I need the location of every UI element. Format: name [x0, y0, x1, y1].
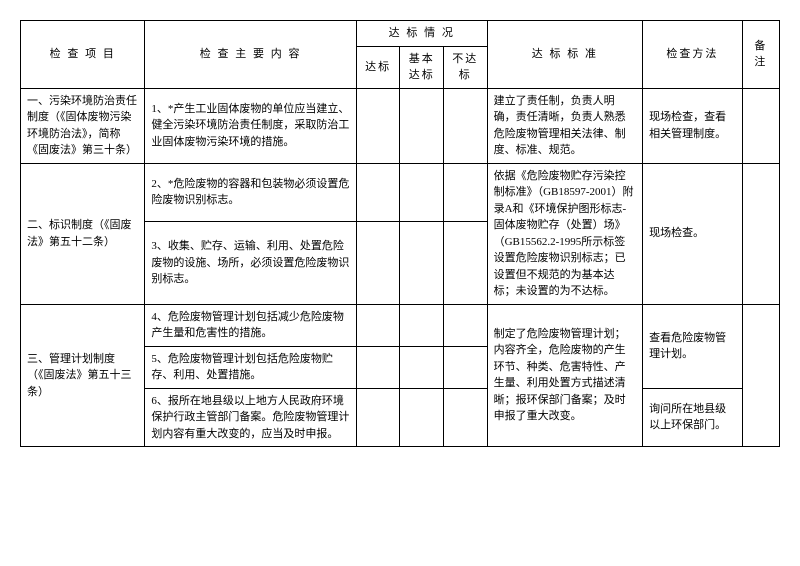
cell-project: 三、管理计划制度（《固废法》第五十三条）	[21, 304, 145, 447]
cell-standard: 建立了责任制，负责人明确，责任清晰，负责人熟悉危险废物管理相关法律、制度、标准、…	[487, 88, 643, 163]
cell-content: 4、危险废物管理计划包括减少危险废物产生量和危害性的措施。	[145, 304, 357, 346]
cell-project: 一、污染环境防治责任制度（《固体废物污染环境防治法》，简称《固废法》第三十条）	[21, 88, 145, 163]
cell-note	[742, 163, 779, 304]
header-status-1: 达标	[356, 46, 400, 88]
header-content: 检 查 主 要 内 容	[145, 21, 357, 89]
cell-status	[356, 388, 400, 447]
cell-method: 现场检查。	[643, 163, 743, 304]
cell-method: 询问所在地县级以上环保部门。	[643, 388, 743, 447]
inspection-table: 检 查 项 目 检 查 主 要 内 容 达 标 情 况 达 标 标 准 检查方法…	[20, 20, 780, 447]
cell-content: 5、危险废物管理计划包括危险废物贮存、利用、处置措施。	[145, 346, 357, 388]
cell-status	[356, 304, 400, 346]
cell-content: 6、报所在地县级以上地方人民政府环境保护行政主管部门备案。危险废物管理计划内容有…	[145, 388, 357, 447]
header-standard: 达 标 标 准	[487, 21, 643, 89]
table-row: 二、标识制度（《固废法》第五十二条） 2、*危险废物的容器和包装物必须设置危险废…	[21, 163, 780, 222]
header-status-2: 基本达标	[400, 46, 444, 88]
cell-note	[742, 304, 779, 447]
table-row: 三、管理计划制度（《固废法》第五十三条） 4、危险废物管理计划包括减少危险废物产…	[21, 304, 780, 346]
cell-standard: 依据《危险废物贮存污染控制标准》（GB18597-2001）附录A和《环境保护图…	[487, 163, 643, 304]
cell-status	[356, 163, 400, 222]
table-row: 一、污染环境防治责任制度（《固体废物污染环境防治法》，简称《固废法》第三十条） …	[21, 88, 780, 163]
header-status-group: 达 标 情 况	[356, 21, 487, 47]
cell-standard: 制定了危险废物管理计划；内容齐全，危险废物的产生环节、种类、危害特性、产生量、利…	[487, 304, 643, 447]
cell-method: 查看危险废物管理计划。	[643, 304, 743, 388]
cell-status	[400, 346, 444, 388]
header-method: 检查方法	[643, 21, 743, 89]
cell-status	[444, 346, 488, 388]
header-status-3: 不达标	[444, 46, 488, 88]
cell-status	[356, 222, 400, 304]
cell-status	[400, 222, 444, 304]
cell-status	[444, 222, 488, 304]
cell-status	[400, 163, 444, 222]
cell-content: 1、*产生工业固体废物的单位应当建立、健全污染环境防治责任制度，采取防治工业固体…	[145, 88, 357, 163]
cell-method: 现场检查，查看相关管理制度。	[643, 88, 743, 163]
cell-status	[356, 88, 400, 163]
cell-status	[356, 346, 400, 388]
cell-content: 2、*危险废物的容器和包装物必须设置危险废物识别标志。	[145, 163, 357, 222]
header-project: 检 查 项 目	[21, 21, 145, 89]
cell-status	[444, 304, 488, 346]
cell-content: 3、收集、贮存、运输、利用、处置危险废物的设施、场所，必须设置危险废物识别标志。	[145, 222, 357, 304]
header-note: 备注	[742, 21, 779, 89]
cell-status	[444, 88, 488, 163]
cell-status	[444, 388, 488, 447]
cell-status	[400, 388, 444, 447]
header-row-1: 检 查 项 目 检 查 主 要 内 容 达 标 情 况 达 标 标 准 检查方法…	[21, 21, 780, 47]
cell-status	[400, 88, 444, 163]
cell-status	[444, 163, 488, 222]
cell-status	[400, 304, 444, 346]
cell-project: 二、标识制度（《固废法》第五十二条）	[21, 163, 145, 304]
cell-note	[742, 88, 779, 163]
